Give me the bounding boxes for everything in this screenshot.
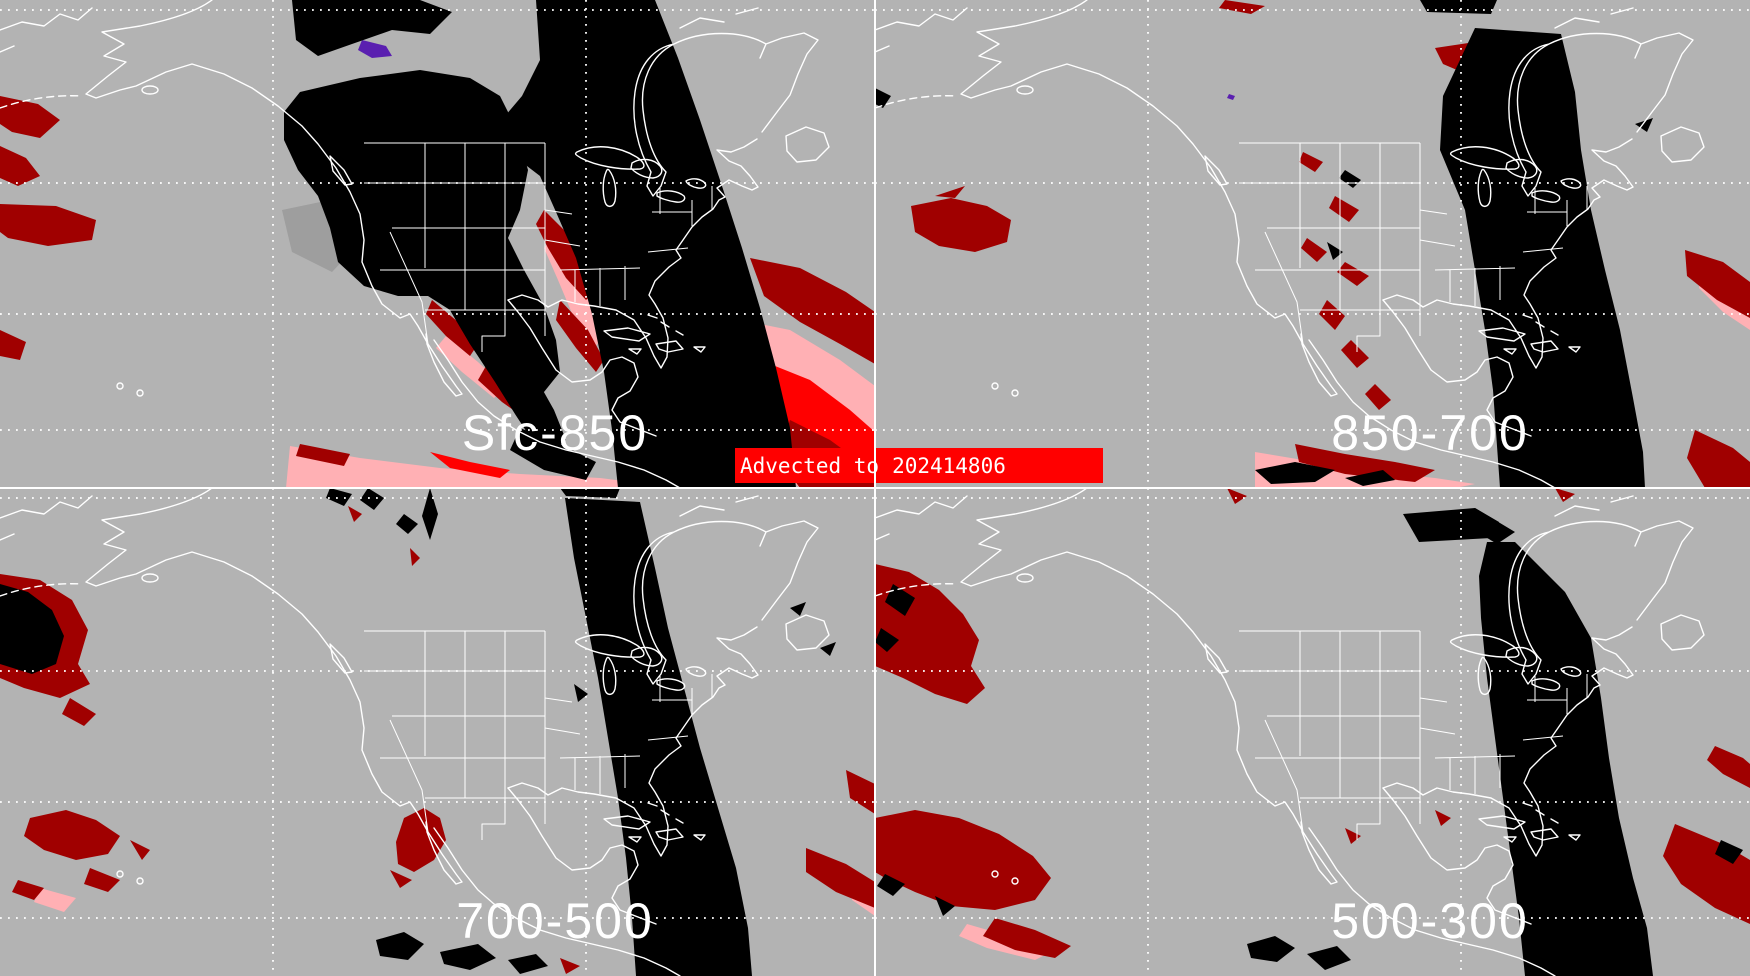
black-region-layer [875,508,1743,976]
purple-region-layer [358,40,392,58]
pink-region-layer [34,780,875,916]
map-canvas-sfc-850 [0,0,875,488]
banner-prefix-label: Advected to [740,453,880,478]
banner-timestamp: 202414806 [892,453,1006,478]
panel-label: 500-300 [1331,893,1529,949]
horizontal-divider [0,487,1750,489]
panel-700-500: 700-500 [0,488,875,976]
panel-label: Sfc-850 [461,405,649,461]
panel-850-700: 850-700 [875,0,1750,488]
panel-label: 700-500 [456,893,654,949]
panel-label: 850-700 [1331,405,1529,461]
panel-500-300: 500-300 [875,488,1750,976]
dark-red-region-layer [0,506,875,974]
map-canvas-500-300 [875,488,1750,976]
black-region-layer [875,0,1653,488]
advection-time-banner: Advected to 202414806 [735,448,1103,483]
map-canvas-700-500 [0,488,875,976]
map-canvas-850-700 [875,0,1750,488]
black-region-layer [0,488,836,976]
panel-sfc-850: Sfc-850 [0,0,875,488]
black-region-layer [284,0,796,488]
purple-region-layer [1227,94,1235,100]
